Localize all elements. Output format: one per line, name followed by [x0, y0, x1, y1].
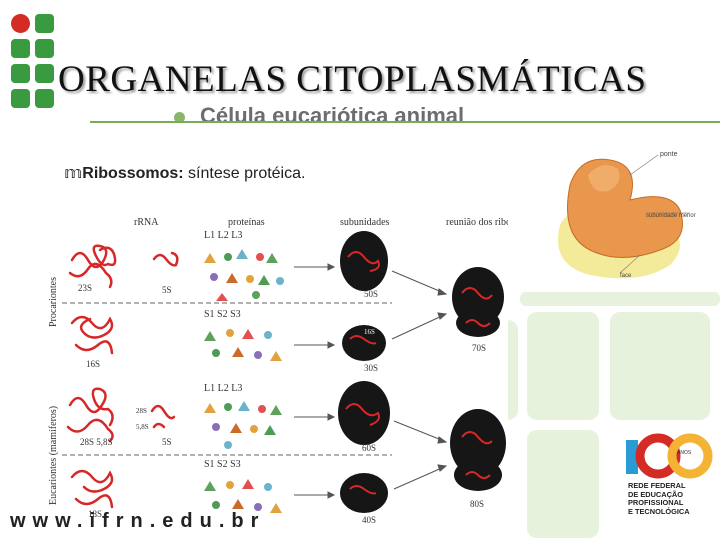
label-80s: 80S [470, 499, 484, 509]
col-header-proteins: proteínas [228, 217, 265, 228]
label-28s: 28S [136, 407, 147, 415]
label-prok-small-proteins: S1 S2 S3 [204, 309, 241, 320]
label-euk-small-proteins: S1 S2 S3 [204, 459, 241, 470]
label-face: face [620, 273, 632, 279]
label-euk-5s: 5S [162, 437, 172, 447]
subunit-60s [338, 381, 390, 445]
label-subunidade-menor: subunidade menor [646, 213, 696, 219]
logo-circle [11, 14, 30, 33]
label-18s: 18S [88, 509, 102, 519]
subunit-30s [342, 325, 386, 361]
ribosome-3d-illustration: ponte subunidade menor face [558, 151, 696, 279]
bullet-dot [174, 112, 185, 123]
label-prok-large-proteins: L1 L2 L3 [204, 230, 242, 241]
decor-tile [520, 292, 720, 306]
rrna-18s-coil [70, 469, 114, 509]
label-58s: 5,8S [136, 423, 149, 431]
logo-square [11, 64, 30, 83]
bullet-symbol: 𝕞 [64, 165, 83, 182]
label-16s: 16S [86, 359, 100, 369]
protein-cluster [204, 401, 282, 449]
label-5s: 5S [162, 285, 172, 295]
logo-anos-text: ANOS [677, 450, 692, 456]
footer-url: www.ifrn.edu.br [10, 510, 266, 532]
ribosome-80s [450, 409, 506, 491]
decor-tile [527, 430, 599, 538]
logo-square [11, 89, 30, 108]
rrna-23s-coil [68, 244, 117, 289]
ribosome-70s [452, 267, 504, 337]
protein-cluster [204, 329, 282, 361]
slide-subtitle: Célula eucariótica animal [200, 103, 465, 128]
label-60s: 60S [362, 443, 376, 453]
label-40s: 40S [362, 515, 376, 525]
logo-square [35, 64, 54, 83]
label-23s: 23S [78, 283, 92, 293]
label-70s: 70S [472, 343, 486, 353]
logo-square [35, 39, 54, 58]
label-ponte: ponte [660, 151, 678, 158]
subunit-40s [340, 473, 388, 513]
label-16s-small: 16S [364, 328, 375, 336]
protein-cluster [204, 479, 282, 513]
rede-federal-100-logo: ANOS [626, 433, 713, 479]
rede-line: REDE FEDERAL [628, 481, 686, 490]
row-label-prokaryotes: Procariontes [48, 277, 59, 327]
rede-line: DE EDUCAÇÃO [628, 489, 684, 499]
bullet-text-line: 𝕞Ribossomos: síntese protéica. [64, 163, 305, 183]
logo-square [35, 89, 54, 108]
col-header-assembly: reunião dos ribossomos [446, 217, 508, 228]
label-30s: 30S [364, 363, 378, 373]
bullet-term: Ribossomos: [82, 165, 184, 182]
col-header-subunits: subunidades [340, 217, 390, 228]
bullet-description: síntese protéica. [183, 165, 306, 182]
slide-title: ORGANELAS CITOPLASMÁTICAS [58, 59, 647, 100]
rrna-16s-coil [70, 315, 114, 355]
rrna-58s-coil [150, 404, 176, 429]
decor-tile [527, 312, 599, 420]
logo-square [35, 14, 54, 33]
row-label-eukaryotes: Eucariontes (mamíferos) [48, 406, 59, 505]
subunit-50s [340, 231, 388, 291]
rede-line: PROFISSIONAL [628, 498, 684, 508]
label-28s-58s: 28S 5,8S [80, 437, 113, 447]
protein-cluster [204, 249, 284, 301]
rede-line: E TECNOLÓGICA [628, 506, 690, 516]
col-header-rrna: rRNA [134, 217, 159, 228]
decor-tile [610, 312, 710, 420]
rede-federal-text: REDE FEDERAL DE EDUCAÇÃO PROFISSIONAL E … [628, 481, 714, 516]
title-underline [90, 121, 720, 123]
logo-square [11, 39, 30, 58]
rrna-5s-coil [152, 251, 179, 267]
label-euk-large-proteins: L1 L2 L3 [204, 383, 242, 394]
rrna-28s-coil [66, 387, 114, 443]
label-50s: 50S [364, 289, 378, 299]
ribosome-assembly-diagram: rRNA proteínas subunidades reunião dos r… [42, 205, 508, 535]
